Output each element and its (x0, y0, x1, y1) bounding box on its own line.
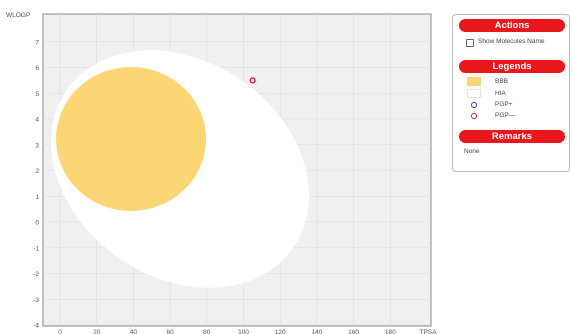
x-tick-label: 120 (275, 329, 286, 334)
x-tick-label: 80 (203, 329, 211, 334)
bbb-swatch-icon (467, 77, 481, 86)
legends-header: Legends (459, 60, 565, 73)
y-tick-label: 2 (35, 168, 39, 175)
legend-label-pgp-plus: PGP+ (495, 101, 513, 108)
x-axis-label: TPSA (420, 329, 438, 334)
x-tick-label: 60 (166, 329, 174, 334)
y-tick-label: 5 (35, 91, 39, 98)
boiled-egg-plot: -4 -3 -2 -1 0 1 2 3 4 5 6 7 0 20 40 60 80 100 120 140 160 18… (6, 12, 437, 334)
x-tick-label: 140 (311, 329, 322, 334)
x-tick-label: 20 (93, 329, 101, 334)
molecule-point[interactable] (249, 77, 256, 84)
bbb-region (56, 67, 206, 211)
actions-header: Actions (459, 19, 565, 32)
y-tick-label: 7 (35, 39, 39, 46)
legend-label-hia: HIA (495, 90, 506, 97)
x-tick-label: 40 (130, 329, 138, 334)
pgp-minus-circle-icon (471, 113, 477, 119)
y-tick-label: 1 (35, 194, 39, 201)
legend-label-bbb: BBB (495, 78, 509, 85)
y-axis-ticks: -4 -3 -2 -1 0 1 2 3 4 5 6 7 (33, 39, 39, 329)
y-tick-label: -2 (33, 271, 39, 278)
y-tick-label: 3 (35, 142, 39, 149)
legend-label-pgp-minus: PGP— (495, 112, 516, 119)
x-axis-ticks: 0 20 40 60 80 100 120 140 160 180 TPSA (58, 329, 437, 334)
side-panel: Actions Show Molecules Name Legends BBB … (452, 14, 570, 172)
hia-swatch-icon (467, 89, 481, 98)
y-tick-label: -1 (33, 245, 39, 252)
remarks-header: Remarks (459, 130, 565, 143)
x-tick-label: 160 (348, 329, 359, 334)
molecule-points (249, 77, 256, 84)
y-tick-label: -3 (33, 297, 39, 304)
x-tick-label: 100 (238, 329, 249, 334)
x-tick-label: 0 (58, 329, 62, 334)
show-names-label[interactable]: Show Molecules Name (478, 38, 545, 45)
y-tick-label: -4 (33, 323, 39, 330)
x-tick-label: 180 (385, 329, 396, 334)
y-tick-label: 4 (35, 117, 39, 124)
remarks-text: None (464, 148, 480, 155)
pgp-plus-circle-icon (471, 102, 477, 108)
show-names-checkbox[interactable] (466, 39, 474, 47)
y-axis-label: WLOGP (6, 12, 30, 19)
y-tick-label: 0 (35, 220, 39, 227)
y-tick-label: 6 (35, 65, 39, 72)
